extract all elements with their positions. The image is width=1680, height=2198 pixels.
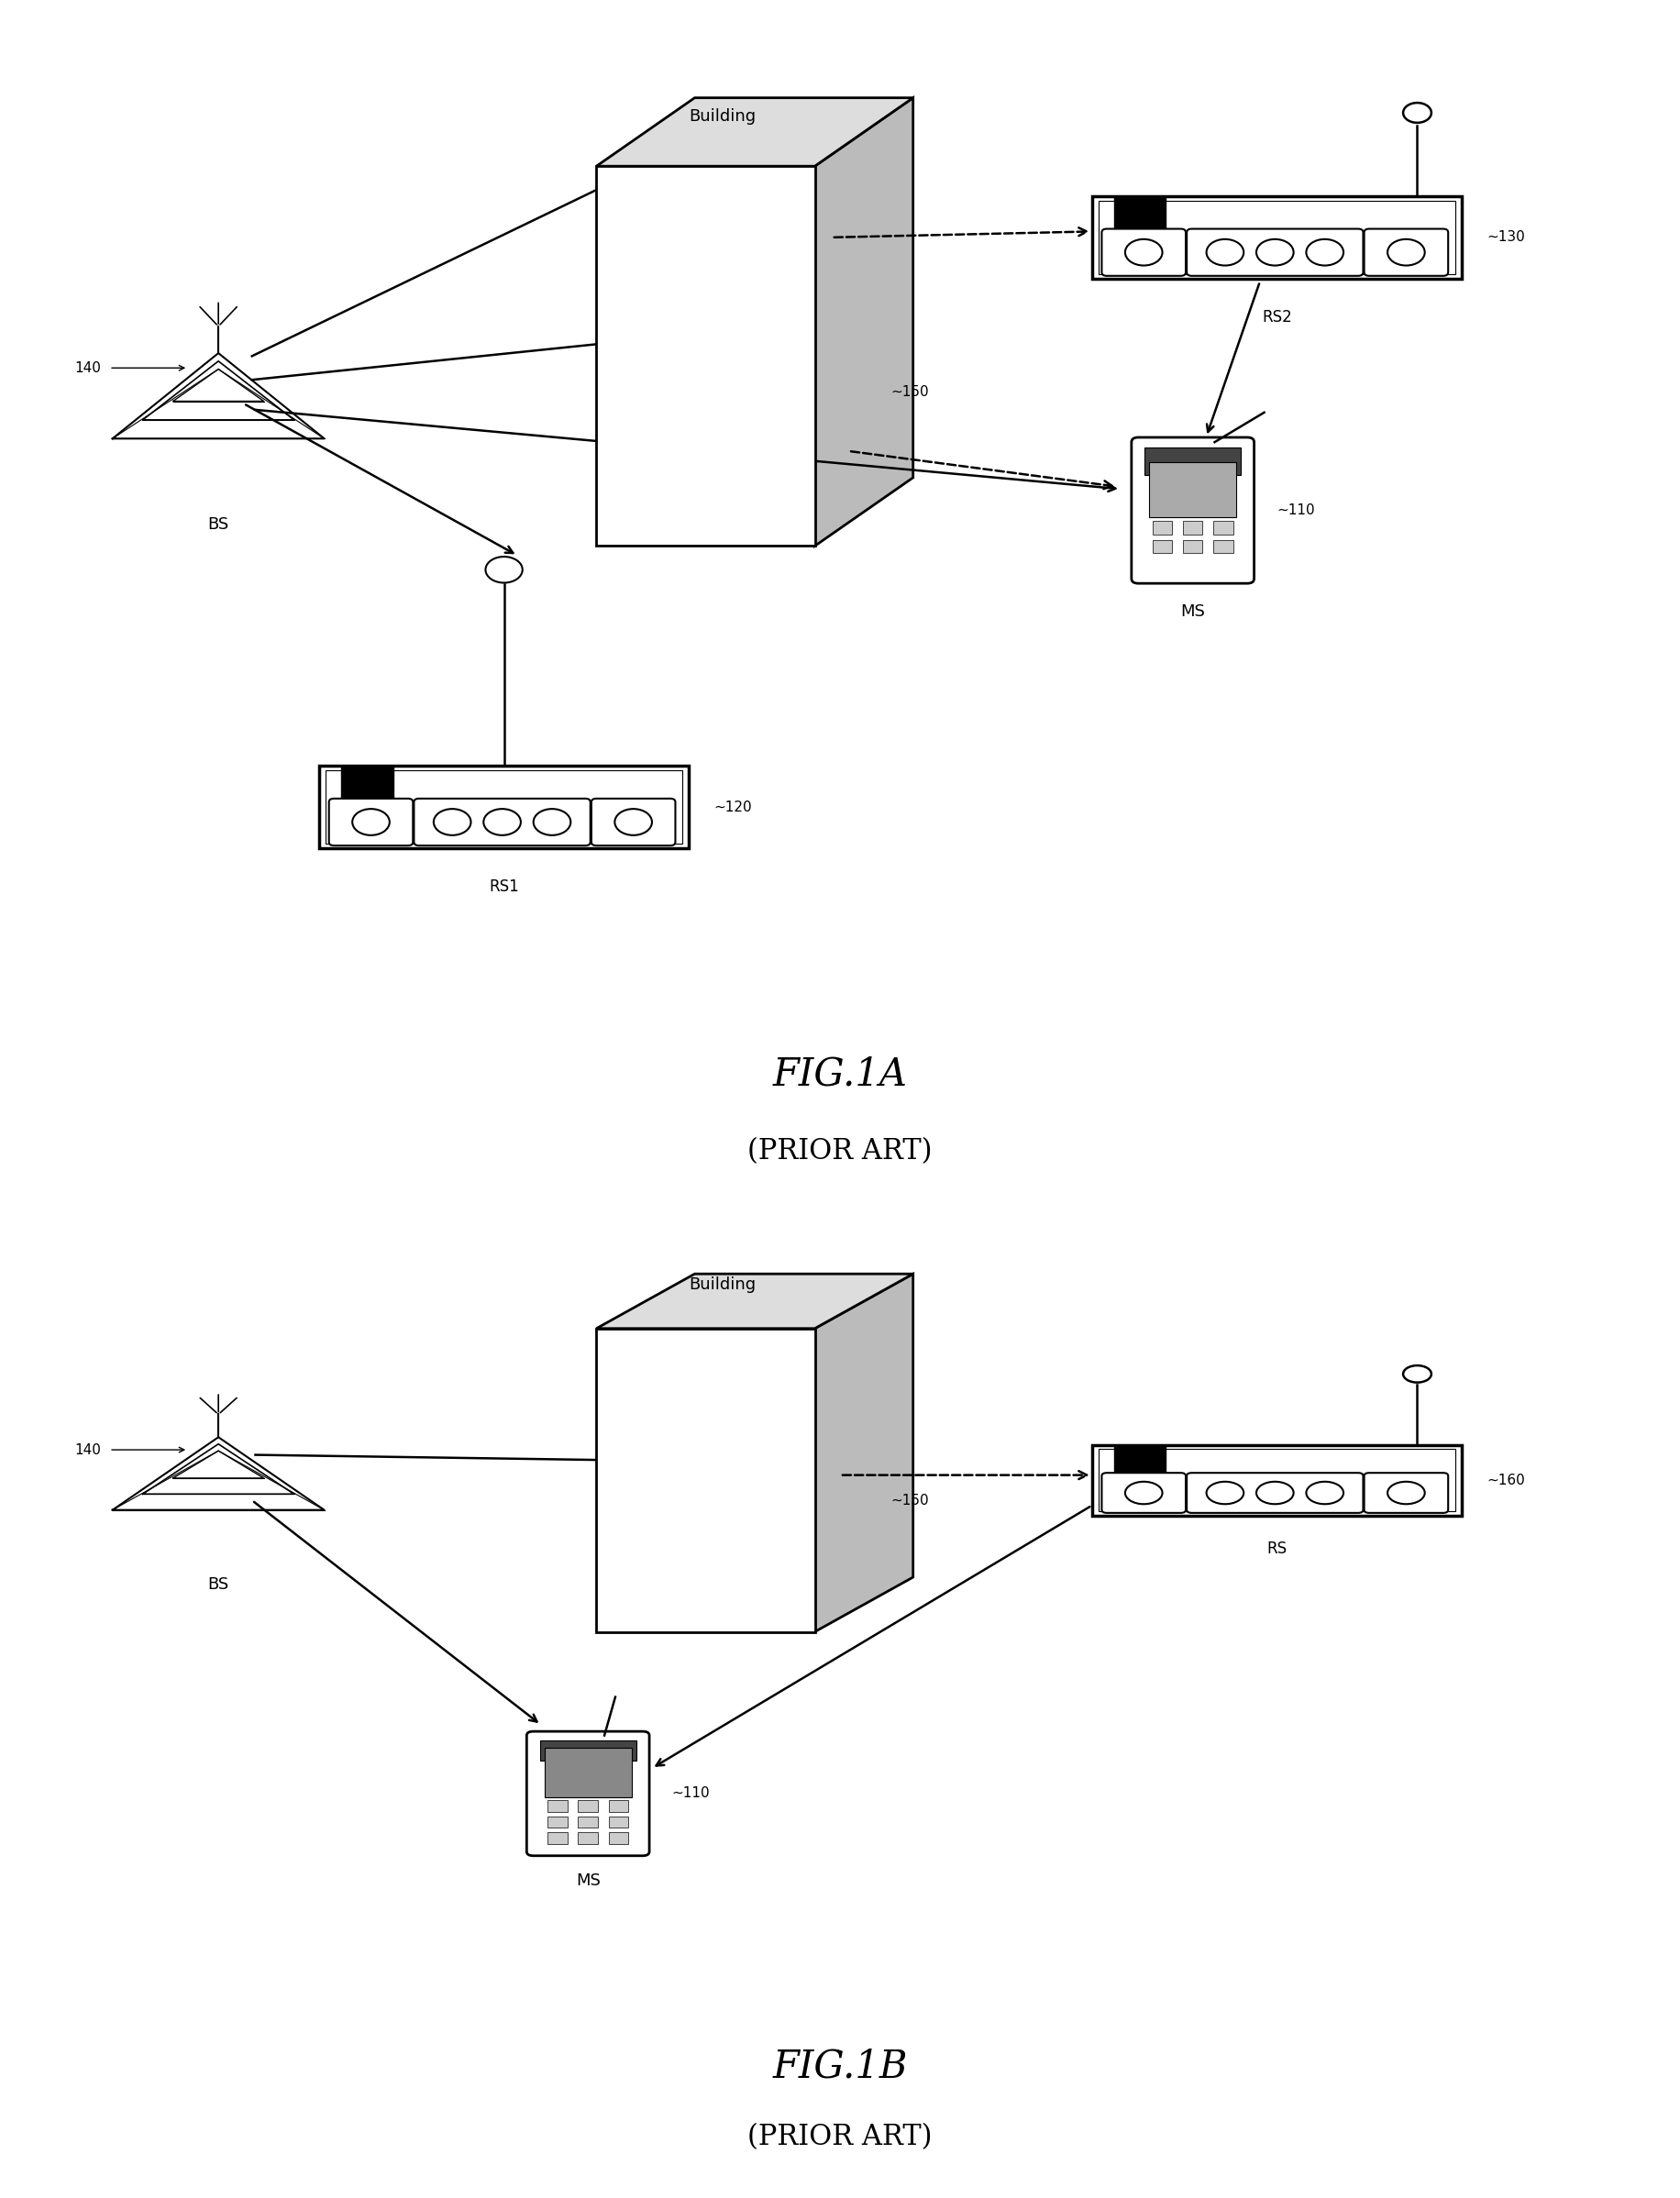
FancyBboxPatch shape [1364, 229, 1448, 275]
FancyBboxPatch shape [329, 798, 413, 846]
Bar [578, 1816, 598, 1829]
Polygon shape [596, 1328, 815, 1631]
Text: FIG.1A: FIG.1A [773, 1055, 907, 1092]
Polygon shape [815, 97, 914, 545]
FancyBboxPatch shape [319, 765, 689, 848]
FancyBboxPatch shape [528, 1732, 648, 1855]
Text: 140: 140 [74, 360, 101, 376]
Text: Building: Building [689, 1277, 756, 1292]
Text: 140: 140 [74, 1442, 101, 1457]
Bar [1183, 541, 1203, 554]
FancyBboxPatch shape [413, 798, 590, 846]
Polygon shape [596, 1275, 914, 1328]
Bar [539, 1741, 637, 1761]
FancyBboxPatch shape [1099, 200, 1455, 275]
Bar [608, 1800, 628, 1811]
Text: RS1: RS1 [489, 879, 519, 895]
Text: ~130: ~130 [1487, 231, 1525, 244]
FancyBboxPatch shape [1186, 229, 1362, 275]
Bar [1152, 521, 1173, 534]
Text: ~110: ~110 [672, 1787, 711, 1800]
FancyBboxPatch shape [1364, 1473, 1448, 1512]
Text: Building: Building [689, 108, 756, 125]
Polygon shape [815, 1275, 914, 1631]
Text: BS: BS [208, 1576, 228, 1594]
Text: FIG.1B: FIG.1B [773, 2046, 907, 2086]
Bar [548, 1833, 568, 1844]
Bar [1149, 462, 1236, 517]
Bar [578, 1800, 598, 1811]
Bar [548, 1800, 568, 1811]
Bar [1114, 1444, 1166, 1477]
Text: ~150: ~150 [890, 385, 929, 398]
Text: ~160: ~160 [1487, 1473, 1525, 1488]
Text: RS: RS [1267, 1541, 1287, 1558]
Text: MS: MS [1181, 602, 1205, 620]
Bar [1114, 196, 1166, 233]
Bar [1213, 521, 1233, 534]
FancyBboxPatch shape [1092, 1444, 1462, 1517]
FancyBboxPatch shape [1132, 437, 1253, 582]
Circle shape [486, 556, 522, 582]
Bar [608, 1833, 628, 1844]
Bar [1144, 448, 1242, 475]
FancyBboxPatch shape [326, 769, 682, 844]
Text: (PRIOR ART): (PRIOR ART) [748, 1136, 932, 1165]
Text: BS: BS [208, 517, 228, 532]
Bar [1152, 541, 1173, 554]
Bar [548, 1816, 568, 1829]
Bar [1213, 541, 1233, 554]
FancyBboxPatch shape [591, 798, 675, 846]
Bar [544, 1747, 632, 1798]
Text: (PRIOR ART): (PRIOR ART) [748, 2123, 932, 2152]
Polygon shape [596, 167, 815, 545]
Polygon shape [596, 97, 914, 167]
Text: ~150: ~150 [890, 1492, 929, 1508]
Bar [578, 1833, 598, 1844]
FancyBboxPatch shape [1099, 1448, 1455, 1512]
FancyBboxPatch shape [1186, 1473, 1362, 1512]
Text: MS: MS [576, 1873, 600, 1888]
Text: RS2: RS2 [1262, 308, 1292, 325]
Bar [341, 765, 393, 802]
Text: ~110: ~110 [1277, 503, 1315, 517]
FancyBboxPatch shape [1092, 196, 1462, 279]
FancyBboxPatch shape [1102, 1473, 1186, 1512]
Bar [608, 1816, 628, 1829]
Bar [1183, 521, 1203, 534]
FancyBboxPatch shape [1102, 229, 1186, 275]
Text: ~120: ~120 [714, 800, 753, 813]
